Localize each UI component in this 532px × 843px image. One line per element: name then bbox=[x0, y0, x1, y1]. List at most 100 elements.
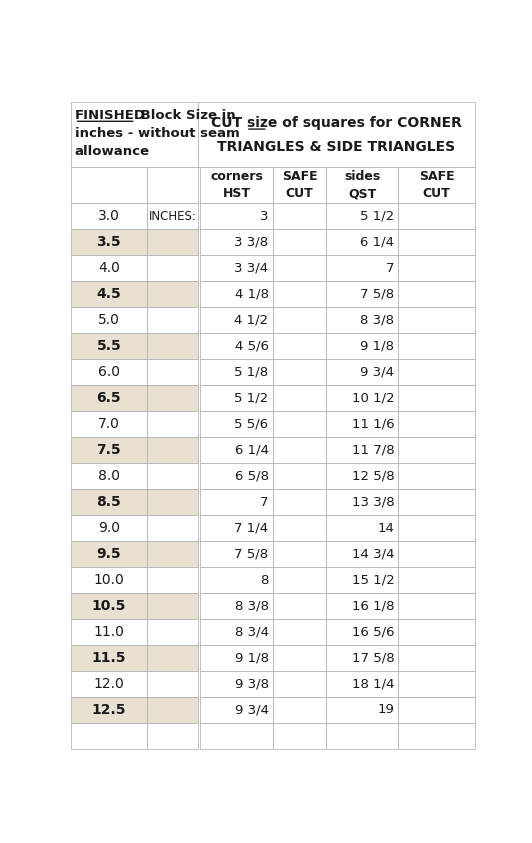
Bar bbox=[71, 229, 147, 255]
Text: 4.5: 4.5 bbox=[96, 287, 121, 301]
Text: 3: 3 bbox=[260, 210, 269, 223]
Bar bbox=[272, 541, 326, 567]
Bar bbox=[326, 515, 398, 541]
Bar bbox=[272, 359, 326, 385]
Bar bbox=[398, 645, 475, 671]
Bar bbox=[201, 619, 272, 645]
Bar bbox=[326, 697, 398, 723]
Bar bbox=[147, 463, 198, 489]
Text: INCHES:: INCHES: bbox=[149, 210, 197, 223]
Bar bbox=[272, 437, 326, 463]
Bar bbox=[201, 229, 272, 255]
Text: 8.5: 8.5 bbox=[96, 495, 121, 509]
Text: 7 1/4: 7 1/4 bbox=[235, 522, 269, 534]
Bar bbox=[71, 541, 147, 567]
Bar bbox=[147, 359, 198, 385]
Bar bbox=[326, 671, 398, 697]
Text: CUT: CUT bbox=[286, 187, 313, 200]
Bar bbox=[201, 697, 272, 723]
Bar bbox=[201, 203, 272, 229]
Text: 18 1/4: 18 1/4 bbox=[352, 678, 394, 690]
Bar bbox=[398, 385, 475, 411]
Bar bbox=[272, 723, 326, 749]
Bar bbox=[201, 281, 272, 307]
Bar bbox=[272, 333, 326, 359]
Text: 4 1/8: 4 1/8 bbox=[235, 287, 269, 301]
Bar bbox=[398, 489, 475, 515]
Text: 8 3/8: 8 3/8 bbox=[360, 314, 394, 326]
Bar bbox=[147, 255, 198, 281]
Text: HST: HST bbox=[222, 187, 251, 200]
Text: SAFE: SAFE bbox=[281, 170, 317, 183]
Bar bbox=[201, 463, 272, 489]
Bar bbox=[147, 489, 198, 515]
Bar bbox=[326, 489, 398, 515]
Bar bbox=[147, 333, 198, 359]
Text: 9.5: 9.5 bbox=[96, 547, 121, 561]
Text: 7: 7 bbox=[386, 261, 394, 275]
Text: 6 5/8: 6 5/8 bbox=[235, 470, 269, 482]
Bar bbox=[71, 103, 198, 168]
Bar bbox=[147, 593, 198, 619]
Bar bbox=[71, 411, 147, 437]
Bar bbox=[71, 567, 147, 593]
Text: QST: QST bbox=[348, 187, 377, 200]
Bar bbox=[326, 203, 398, 229]
Bar bbox=[326, 593, 398, 619]
Text: 10 1/2: 10 1/2 bbox=[352, 391, 394, 405]
Text: 4 5/6: 4 5/6 bbox=[235, 340, 269, 352]
Bar bbox=[201, 593, 272, 619]
Bar bbox=[201, 255, 272, 281]
Bar bbox=[147, 437, 198, 463]
Text: 7.0: 7.0 bbox=[98, 417, 120, 431]
Text: 8: 8 bbox=[260, 573, 269, 587]
Bar bbox=[398, 567, 475, 593]
Text: 3.0: 3.0 bbox=[98, 209, 120, 223]
Bar bbox=[326, 255, 398, 281]
Bar bbox=[71, 281, 147, 307]
Bar bbox=[326, 567, 398, 593]
Bar bbox=[326, 437, 398, 463]
Text: 9 1/8: 9 1/8 bbox=[235, 652, 269, 664]
Bar bbox=[398, 168, 475, 203]
Bar bbox=[398, 411, 475, 437]
Text: 7.5: 7.5 bbox=[96, 443, 121, 457]
Bar bbox=[272, 645, 326, 671]
Bar bbox=[147, 723, 198, 749]
Bar bbox=[201, 723, 272, 749]
Text: 5 5/6: 5 5/6 bbox=[235, 417, 269, 431]
Text: corners: corners bbox=[210, 170, 263, 183]
Bar bbox=[147, 697, 198, 723]
Bar bbox=[147, 619, 198, 645]
Bar bbox=[398, 515, 475, 541]
Text: 3 3/4: 3 3/4 bbox=[235, 261, 269, 275]
Text: 9 3/4: 9 3/4 bbox=[360, 366, 394, 379]
Bar bbox=[398, 333, 475, 359]
Text: 5.0: 5.0 bbox=[98, 313, 120, 327]
Bar bbox=[326, 541, 398, 567]
Bar bbox=[398, 359, 475, 385]
Bar bbox=[201, 567, 272, 593]
Text: 8 3/8: 8 3/8 bbox=[235, 599, 269, 613]
Bar bbox=[398, 281, 475, 307]
Text: 12.5: 12.5 bbox=[92, 703, 126, 717]
Bar bbox=[398, 619, 475, 645]
Text: 7 5/8: 7 5/8 bbox=[360, 287, 394, 301]
Bar bbox=[326, 168, 398, 203]
Text: 16 5/6: 16 5/6 bbox=[352, 626, 394, 638]
Text: 17 5/8: 17 5/8 bbox=[352, 652, 394, 664]
Text: TRIANGLES & SIDE TRIANGLES: TRIANGLES & SIDE TRIANGLES bbox=[218, 140, 455, 153]
Text: 7 5/8: 7 5/8 bbox=[235, 547, 269, 561]
Text: 5.5: 5.5 bbox=[96, 339, 121, 353]
Text: 12 5/8: 12 5/8 bbox=[352, 470, 394, 482]
Text: 6 1/4: 6 1/4 bbox=[360, 235, 394, 249]
Bar bbox=[272, 255, 326, 281]
Bar bbox=[272, 385, 326, 411]
Bar bbox=[71, 437, 147, 463]
Bar bbox=[147, 229, 198, 255]
Bar bbox=[71, 168, 147, 203]
Bar bbox=[398, 723, 475, 749]
Bar bbox=[71, 359, 147, 385]
Bar bbox=[272, 168, 326, 203]
Text: 9 3/4: 9 3/4 bbox=[235, 703, 269, 717]
